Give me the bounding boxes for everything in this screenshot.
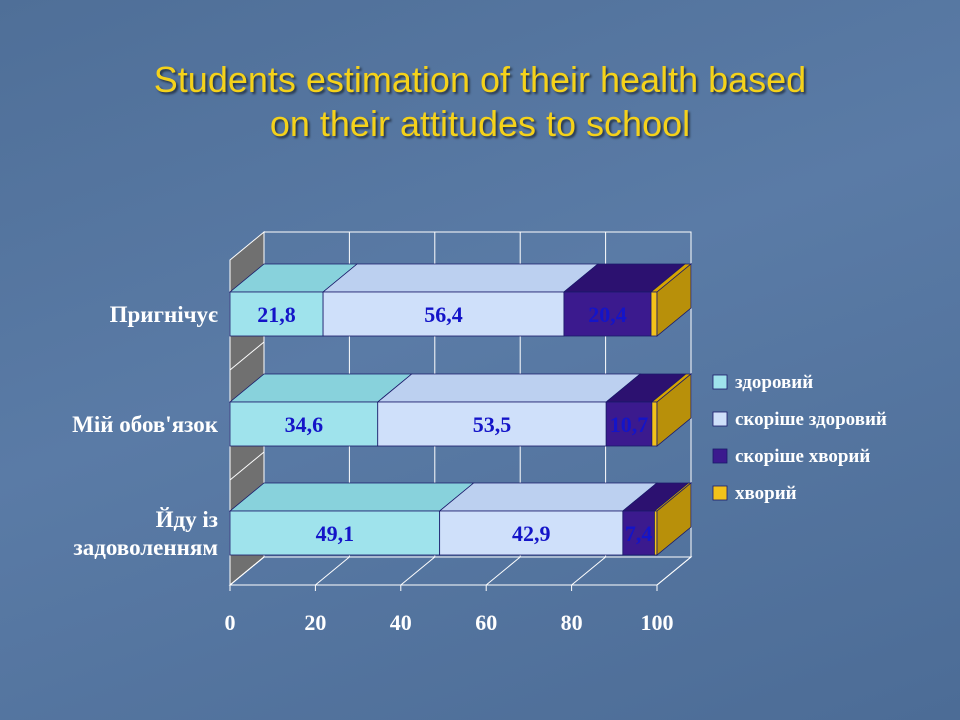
bar <box>622 510 655 556</box>
gridline-floor <box>400 556 436 586</box>
gridline-floor <box>571 556 606 586</box>
data-label: 20,4 <box>588 302 627 327</box>
title-line-1: Students estimation of their health base… <box>153 59 807 100</box>
category-label: задоволенням <box>74 535 219 560</box>
bar-side <box>656 373 692 447</box>
bar <box>322 291 565 337</box>
data-label: 7,4 <box>625 521 653 546</box>
x-tick-label: 20 <box>304 610 326 635</box>
gridline-floor <box>229 556 265 586</box>
x-tick-label: 40 <box>390 610 412 635</box>
bar-top <box>228 482 475 512</box>
data-label: 56,4 <box>424 302 463 327</box>
bar-top <box>321 263 600 293</box>
category-label: Йду із <box>156 507 218 532</box>
category-label: Пригнічує <box>110 302 218 327</box>
category-gridline <box>229 451 265 481</box>
bar <box>229 291 324 337</box>
data-label: 34,6 <box>285 412 324 437</box>
bar <box>229 510 441 556</box>
bar-side <box>656 263 692 337</box>
legend-swatch <box>712 411 728 427</box>
legend-swatch <box>712 485 728 501</box>
x-tick-label: 0 <box>225 610 236 635</box>
data-label: 10,7 <box>610 412 649 437</box>
x-tick-label: 80 <box>561 610 583 635</box>
bar-top <box>438 482 658 512</box>
title-line-2: on their attitudes to school <box>269 103 691 144</box>
legend-label: здоровий <box>735 372 813 393</box>
legend-label: скоріше хворий <box>735 446 870 467</box>
legend-swatch <box>712 448 728 464</box>
bar <box>377 401 607 447</box>
legend-label: скоріше здоровий <box>735 409 887 430</box>
data-label: 42,9 <box>512 521 551 546</box>
bar <box>650 291 658 337</box>
category-gridline <box>229 341 265 371</box>
gridline-floor <box>315 556 350 586</box>
x-tick-label: 100 <box>641 610 674 635</box>
bar-top <box>376 373 642 403</box>
category-label: Мій обов'язок <box>72 412 219 437</box>
data-label: 49,1 <box>316 521 355 546</box>
bar-side <box>656 482 692 556</box>
bar <box>651 401 658 447</box>
data-label: 21,8 <box>257 302 296 327</box>
x-tick-label: 60 <box>475 610 497 635</box>
gridline-floor <box>485 556 521 586</box>
gridline-floor <box>656 556 692 586</box>
legend-label: хворий <box>735 483 797 504</box>
bar <box>229 401 379 447</box>
bar <box>563 291 652 337</box>
slide-title: Students estimation of their health base… <box>0 58 960 146</box>
data-label: 53,5 <box>473 412 512 437</box>
legend-swatch <box>712 374 728 390</box>
plot-floor <box>228 556 693 586</box>
